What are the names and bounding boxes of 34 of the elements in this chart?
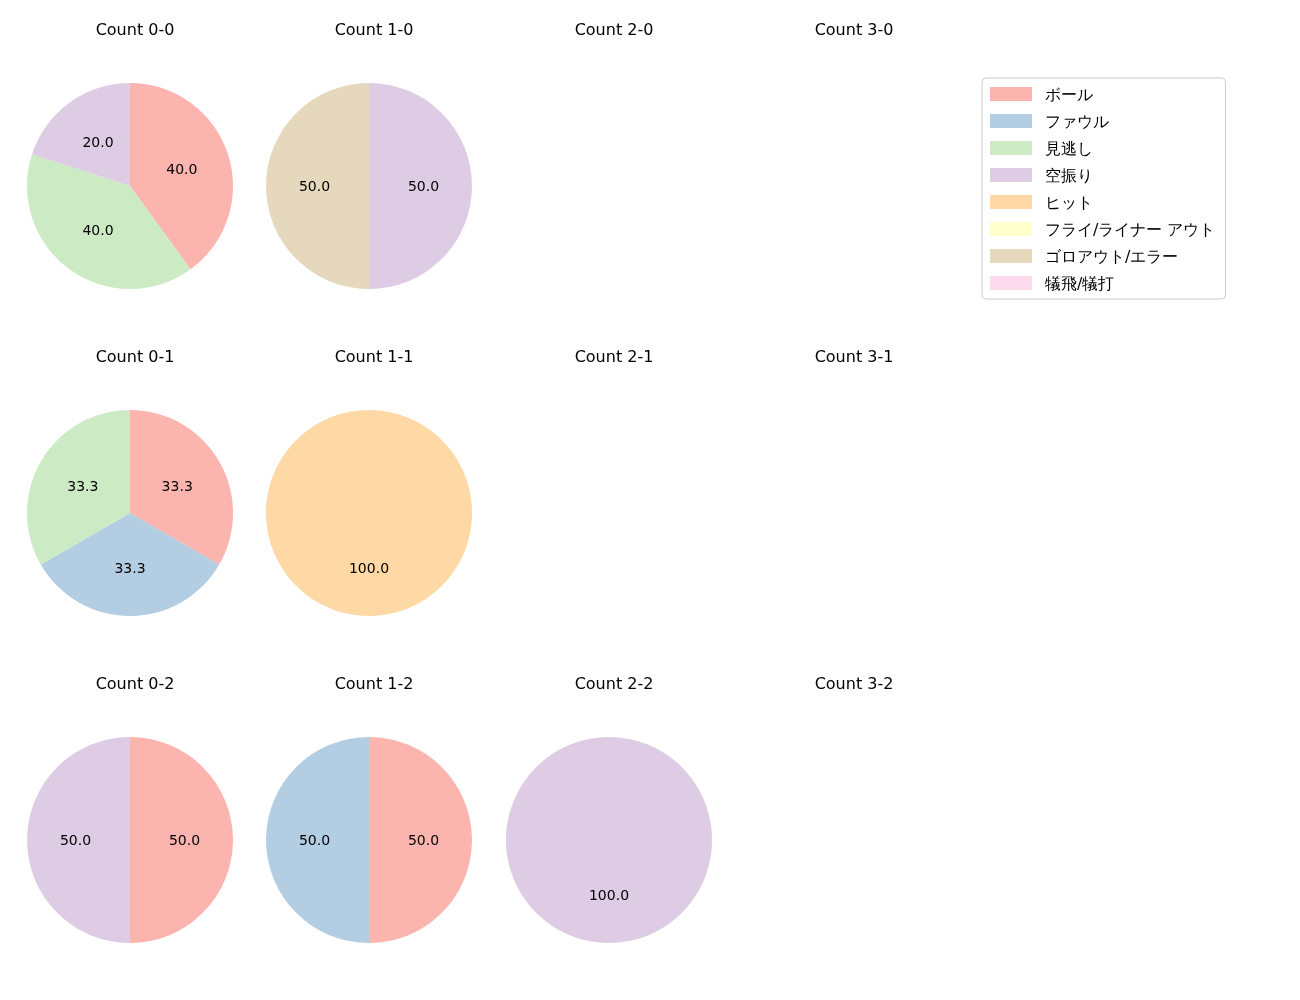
data-label: 33.3 <box>114 559 146 576</box>
data-label: 40.0 <box>82 222 114 239</box>
chart-title: Count 0-2 <box>95 673 175 693</box>
legend-label: ファウル <box>1045 111 1109 131</box>
data-label: 50.0 <box>298 178 331 194</box>
chart-title: Count 1-1 <box>334 346 414 366</box>
data-label: 50.0 <box>168 832 201 848</box>
chart-title: Count 1-0 <box>334 19 414 39</box>
text: Count 3-1 <box>814 346 894 366</box>
data-label: 100.0 <box>348 559 390 576</box>
chart-title: Count 0-1 <box>95 346 175 366</box>
text: Count 3-0 <box>814 19 894 39</box>
text: Count 3-2 <box>814 673 894 693</box>
data-label: 20.0 <box>82 133 114 150</box>
data-label: 33.3 <box>161 477 193 494</box>
data-label: 40.0 <box>166 161 198 178</box>
legend-label: 空振り <box>1045 165 1093 185</box>
legend-label: フライ/ライナー アウト <box>1045 219 1216 239</box>
chart-title: Count 2-2 <box>574 673 654 693</box>
data-label: 50.0 <box>407 832 440 848</box>
legend-label: ゴロアウト/エラー <box>1045 246 1179 266</box>
legend-label: ボール <box>1045 84 1093 104</box>
text: Count 2-0 <box>574 19 654 39</box>
legend-label: 見逃し <box>1045 138 1093 158</box>
legend-label: ヒット <box>1045 192 1093 212</box>
text: Count 2-1 <box>574 346 654 366</box>
legend-label: 犠飛/犠打 <box>1045 273 1115 293</box>
chart-title: Count 1-2 <box>334 673 414 693</box>
data-label: 50.0 <box>59 832 92 848</box>
data-label: 33.3 <box>67 477 99 494</box>
data-label: 100.0 <box>588 886 630 903</box>
data-label: 50.0 <box>298 832 331 848</box>
chart-title: Count 0-0 <box>95 19 175 39</box>
data-label: 50.0 <box>407 178 440 194</box>
